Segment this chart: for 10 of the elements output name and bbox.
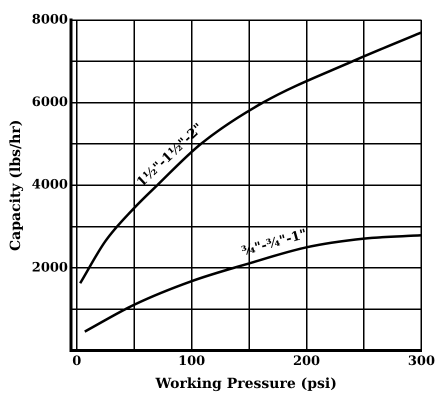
x-tick-label: 300 [408, 354, 435, 369]
x-axis-title: Working Pressure (psi) [154, 376, 337, 392]
y-tick-label: 2000 [32, 260, 68, 276]
y-tick-label: 4000 [32, 178, 68, 193]
y-tick-label: 6000 [32, 95, 68, 110]
x-tick-label: 0 [72, 354, 82, 369]
x-tick-label: 100 [178, 354, 206, 369]
y-axis-title: Capacity (lbs/hr) [8, 120, 24, 251]
y-tick-label: 8000 [32, 12, 68, 28]
x-tick-label: 200 [292, 354, 320, 369]
